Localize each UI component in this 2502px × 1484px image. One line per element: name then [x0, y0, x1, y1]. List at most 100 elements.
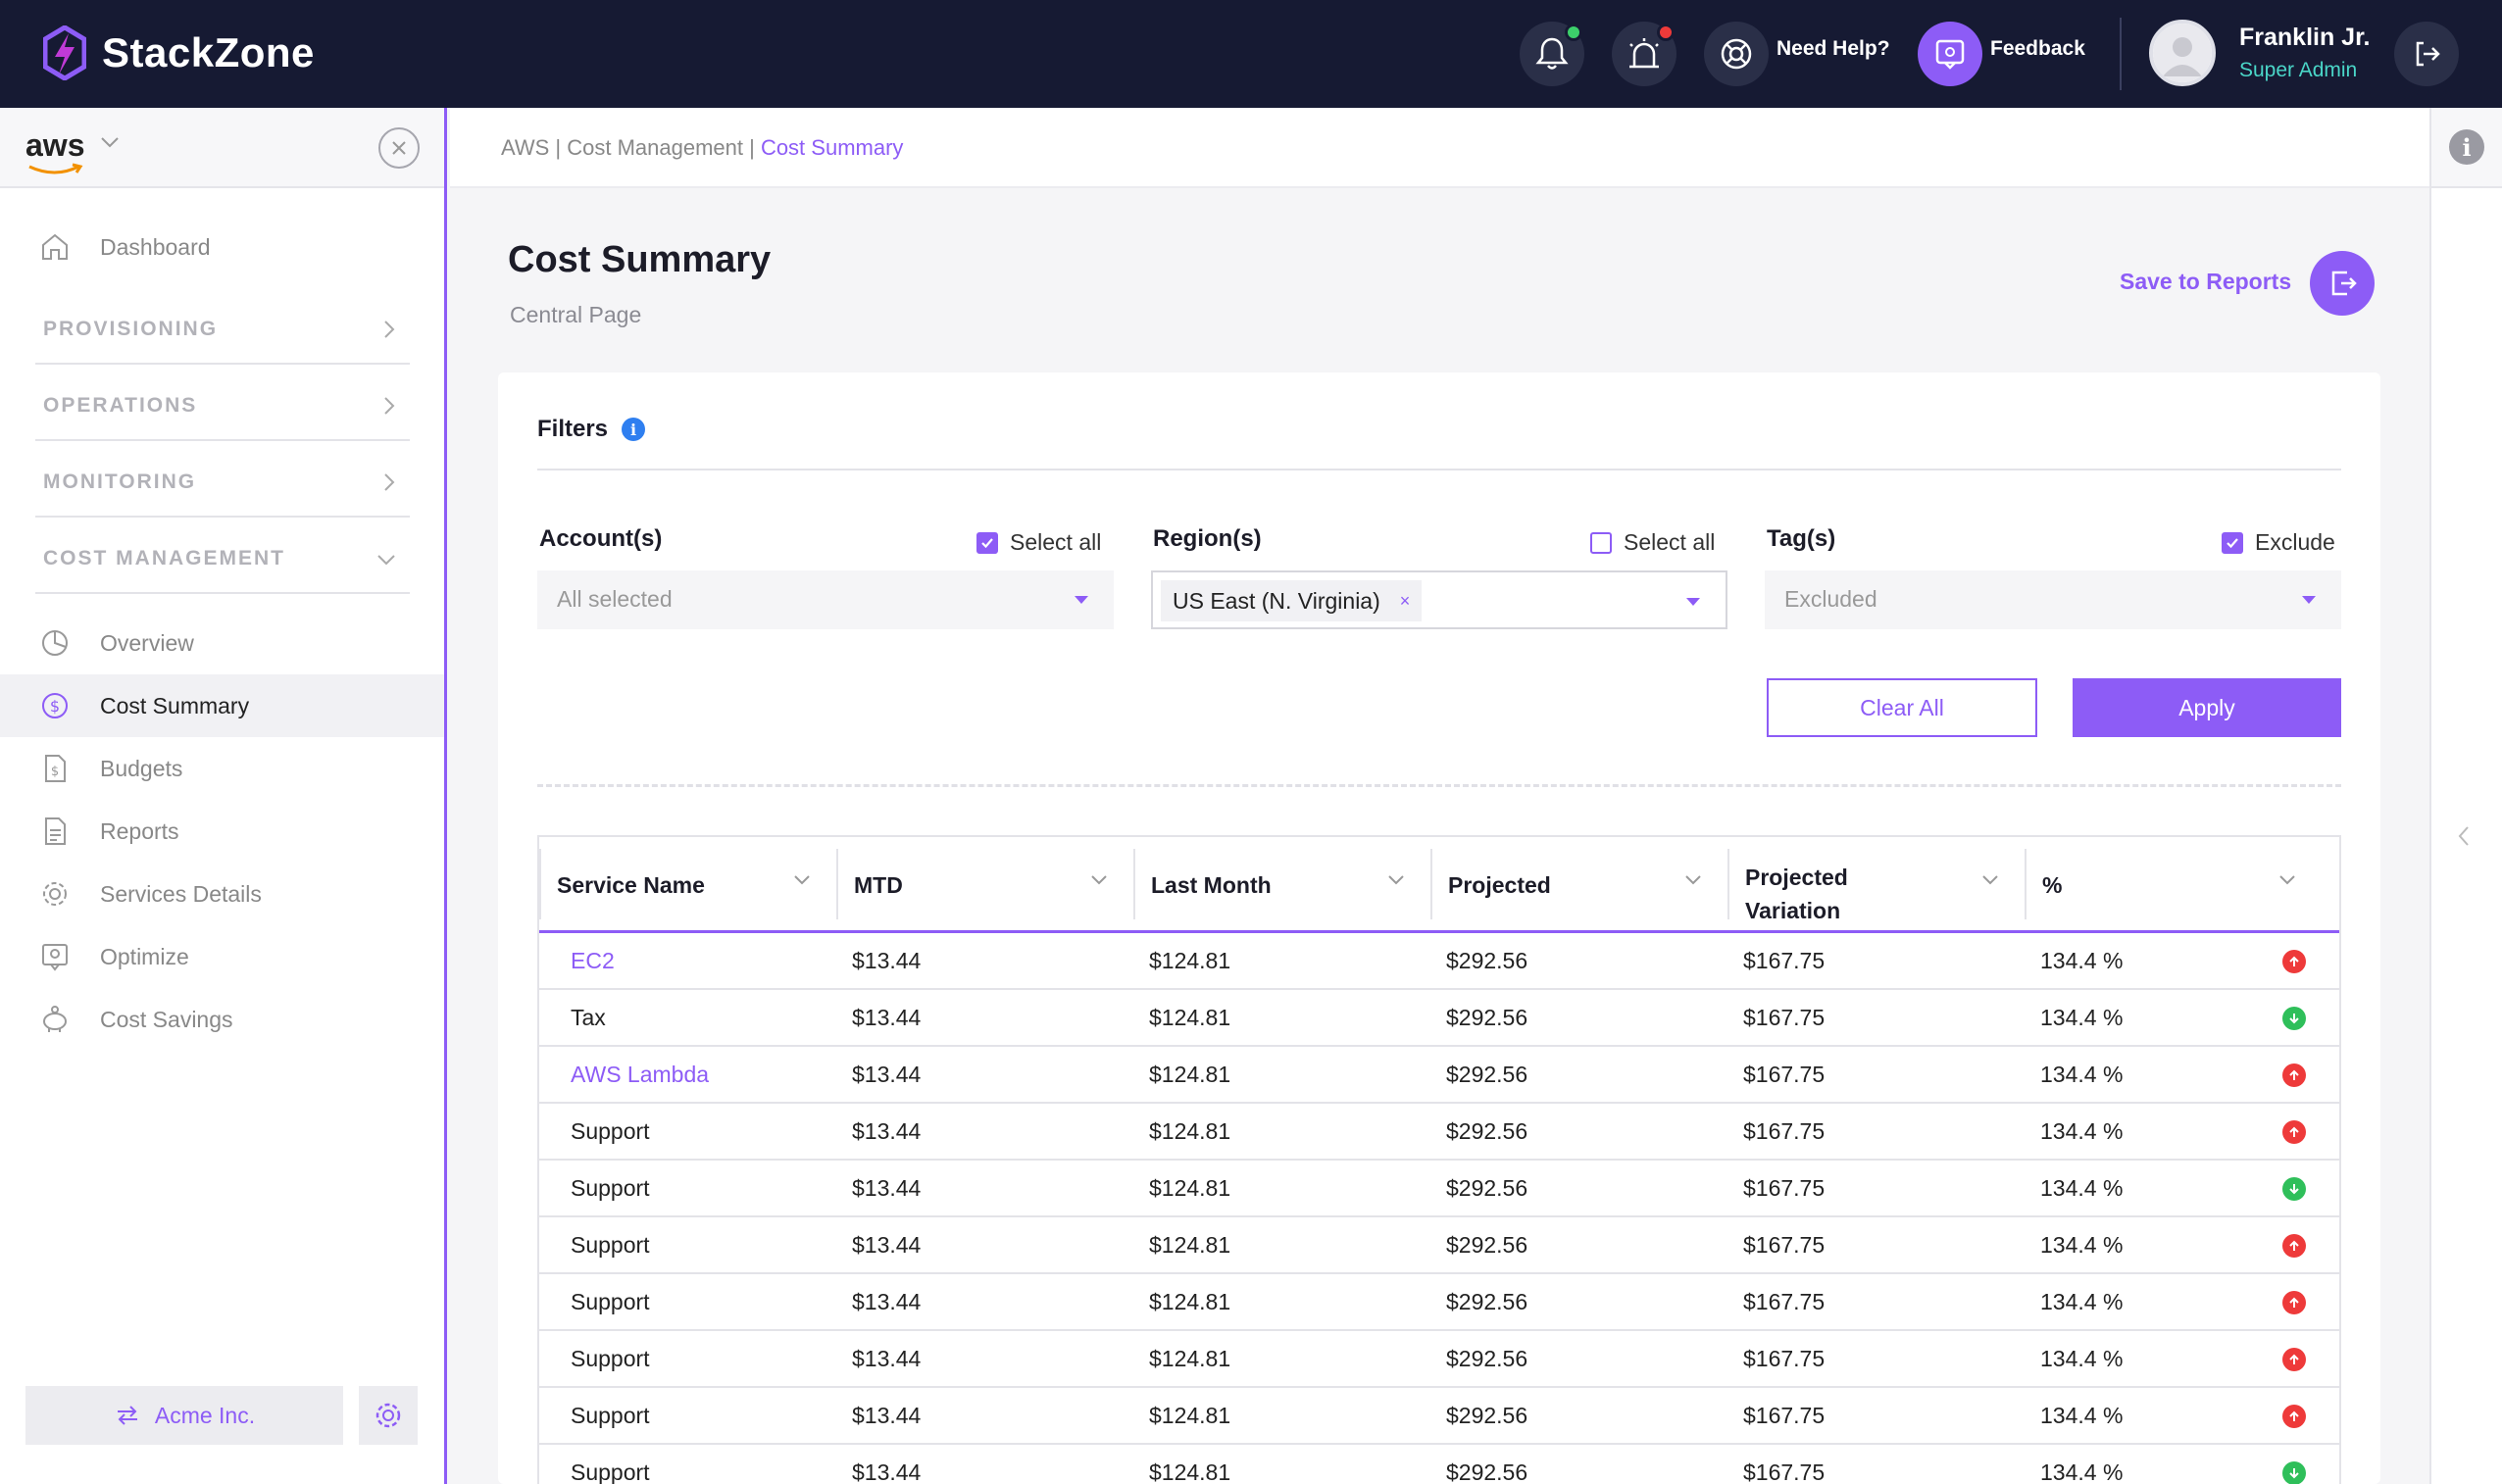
sort-chevron-icon[interactable]	[2278, 874, 2296, 886]
table-cell: $124.81	[1149, 1005, 1231, 1030]
feedback-icon	[1935, 39, 1965, 70]
tags-exclude-checkbox[interactable]: Exclude	[2222, 529, 2335, 556]
table-row[interactable]: Support $13.44 $124.81 $292.56 $167.75 134.4 …	[539, 1331, 2339, 1388]
sidebar-item-budgets[interactable]: $ Budgets	[0, 737, 444, 800]
column-header[interactable]: %	[2025, 837, 2322, 930]
sidebar-item-optimize[interactable]: Optimize	[0, 925, 444, 988]
pie-chart-icon	[42, 630, 68, 656]
organization-switcher[interactable]: Acme Inc.	[25, 1386, 343, 1445]
table-row[interactable]: Support $13.44 $124.81 $292.56 $167.75 134.4 …	[539, 1445, 2339, 1484]
sidebar-item-cost-summary[interactable]: $ Cost Summary	[0, 674, 444, 737]
alarms-button[interactable]	[1612, 22, 1676, 86]
column-separator	[2025, 849, 2027, 919]
table-row[interactable]: Support $13.44 $124.81 $292.56 $167.75 134.4 …	[539, 1161, 2339, 1217]
cloud-provider-selector[interactable]: aws	[0, 108, 444, 188]
sidebar-section-operations[interactable]: OPERATIONS	[35, 367, 410, 441]
table-cell: $167.75	[1743, 1118, 1826, 1144]
column-header[interactable]: Service Name	[539, 837, 836, 930]
service-name: Support	[571, 1289, 650, 1314]
breadcrumb-current: Cost Summary	[760, 135, 904, 160]
save-to-reports-button[interactable]	[2310, 251, 2375, 316]
svg-text:$: $	[50, 697, 60, 716]
sidebar-item-label: Budgets	[100, 755, 183, 781]
service-link[interactable]: EC2	[571, 948, 615, 973]
sort-chevron-icon[interactable]	[1387, 874, 1405, 886]
table-row[interactable]: EC2 $13.44 $124.81 $292.56 $167.75 134.4 %	[539, 933, 2339, 990]
organization-settings-button[interactable]	[359, 1386, 418, 1445]
table-cell: $13.44	[852, 1289, 922, 1314]
info-panel-toggle[interactable]: i	[2431, 108, 2502, 188]
sort-chevron-icon[interactable]	[1684, 874, 1702, 886]
regions-dropdown[interactable]: US East (N. Virginia) ×	[1151, 570, 1727, 629]
sidebar-section-provisioning[interactable]: PROVISIONING	[35, 290, 410, 365]
table-row[interactable]: Support $13.44 $124.81 $292.56 $167.75 134.4 …	[539, 1217, 2339, 1274]
chip-remove-icon[interactable]: ×	[1399, 590, 1411, 611]
column-header[interactable]: Last Month	[1133, 837, 1430, 930]
table-cell: $13.44	[852, 1346, 922, 1371]
trend-down-icon	[2282, 1461, 2306, 1484]
clear-all-button[interactable]: Clear All	[1767, 678, 2037, 737]
table-body: EC2 $13.44 $124.81 $292.56 $167.75 134.4 % Tax…	[539, 933, 2339, 1484]
table-cell: 134.4 %	[2040, 1118, 2124, 1144]
gear-icon	[43, 882, 67, 906]
sidebar-section-monitoring[interactable]: MONITORING	[35, 443, 410, 518]
switch-arrows-icon	[117, 1406, 137, 1425]
table-row[interactable]: Support $13.44 $124.81 $292.56 $167.75 134.4 …	[539, 1104, 2339, 1161]
table-row[interactable]: Tax $13.44 $124.81 $292.56 $167.75 134.4 %	[539, 990, 2339, 1047]
trend-up-icon	[2282, 1348, 2306, 1371]
service-link[interactable]: AWS Lambda	[571, 1062, 710, 1087]
sidebar-item-overview[interactable]: Overview	[0, 612, 444, 674]
sidebar-close-button[interactable]	[378, 127, 420, 169]
regions-select-all-checkbox[interactable]: Select all	[1590, 529, 1715, 556]
sidebar-item-cost-savings[interactable]: Cost Savings	[0, 988, 444, 1051]
sort-chevron-icon[interactable]	[793, 874, 811, 886]
breadcrumb-path[interactable]: AWS | Cost Management |	[501, 135, 761, 160]
tags-dropdown[interactable]: Excluded	[1765, 570, 2341, 629]
table-cell: $167.75	[1743, 948, 1826, 973]
apply-button[interactable]: Apply	[2073, 678, 2341, 737]
feedback-button[interactable]	[1918, 22, 1982, 86]
service-name: Support	[571, 1459, 650, 1484]
chevron-down-icon[interactable]	[100, 135, 120, 149]
save-to-reports-link[interactable]: Save to Reports	[2120, 269, 2292, 294]
sidebar-section-cost-management[interactable]: COST MANAGEMENT	[35, 519, 410, 594]
filters-info-icon[interactable]: i	[622, 418, 645, 441]
user-name[interactable]: Franklin Jr.	[2239, 24, 2371, 51]
sidebar-item-label: Overview	[100, 629, 194, 656]
user-avatar[interactable]	[2149, 20, 2216, 86]
table-cell: $292.56	[1446, 1175, 1528, 1201]
sidebar-item-label: Dashboard	[100, 233, 211, 260]
help-button[interactable]	[1704, 22, 1769, 86]
app-logo[interactable]: StackZone	[43, 25, 315, 80]
table-row[interactable]: Support $13.44 $124.81 $292.56 $167.75 134.4 …	[539, 1274, 2339, 1331]
feedback-label[interactable]: Feedback	[1990, 37, 2085, 60]
help-label[interactable]: Need Help?	[1776, 37, 1890, 60]
aws-logo: aws	[25, 127, 85, 163]
checkbox-unchecked-icon	[1590, 531, 1612, 554]
accounts-dropdown[interactable]: All selected	[537, 570, 1114, 629]
column-header[interactable]: MTD	[836, 837, 1133, 930]
table-row[interactable]: AWS Lambda $13.44 $124.81 $292.56 $167.75 134…	[539, 1047, 2339, 1104]
column-header[interactable]: Projected Variation	[1727, 837, 2025, 930]
table-cell: 134.4 %	[2040, 1232, 2124, 1258]
logout-button[interactable]	[2394, 22, 2459, 91]
sidebar-item-reports[interactable]: Reports	[0, 800, 444, 863]
sidebar-item-dashboard[interactable]: Dashboard	[0, 216, 444, 278]
trend-up-icon	[2282, 950, 2306, 973]
table-cell: $292.56	[1446, 1118, 1528, 1144]
column-header-label: Last Month	[1151, 872, 1272, 898]
sort-chevron-icon[interactable]	[1090, 874, 1108, 886]
table-cell: $13.44	[852, 1403, 922, 1428]
column-header[interactable]: Projected	[1430, 837, 1727, 930]
chevron-left-icon[interactable]	[2457, 825, 2471, 847]
column-header-label: Projected	[1448, 872, 1551, 898]
notifications-button[interactable]	[1520, 22, 1584, 86]
sidebar-item-label: Reports	[100, 817, 179, 844]
sidebar-item-services-details[interactable]: Services Details	[0, 863, 444, 925]
sort-chevron-icon[interactable]	[1981, 874, 1999, 886]
gear-icon	[375, 1403, 401, 1428]
table-cell: $124.81	[1149, 1062, 1231, 1087]
accounts-select-all-checkbox[interactable]: Select all	[976, 529, 1101, 556]
table-row[interactable]: Support $13.44 $124.81 $292.56 $167.75 134.4 …	[539, 1388, 2339, 1445]
section-label: COST MANAGEMENT	[43, 547, 285, 569]
